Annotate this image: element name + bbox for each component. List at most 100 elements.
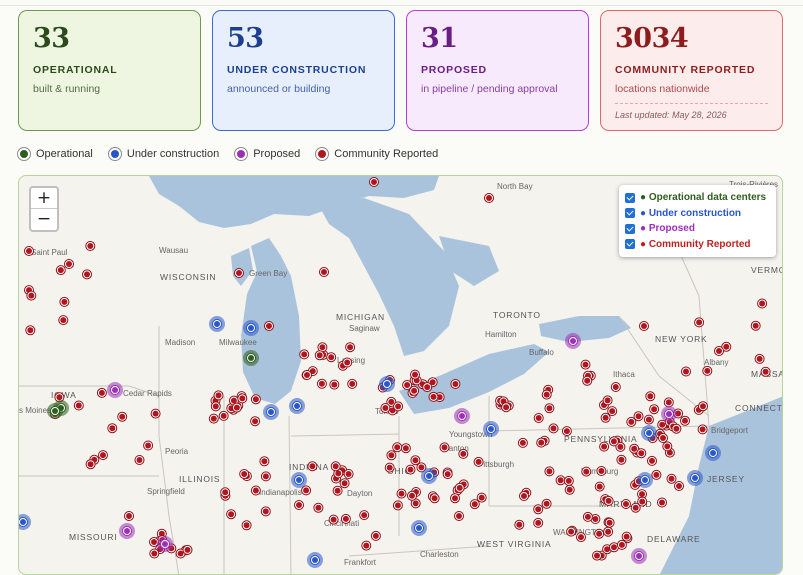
community-marker[interactable]: [64, 259, 74, 269]
community-marker[interactable]: [757, 298, 768, 309]
community-marker[interactable]: [260, 506, 271, 517]
community-marker[interactable]: [649, 404, 660, 415]
under_construction-marker[interactable]: [291, 472, 307, 488]
community-marker[interactable]: [345, 342, 356, 353]
community-marker[interactable]: [608, 436, 619, 447]
community-marker[interactable]: [302, 370, 312, 380]
community-marker[interactable]: [633, 411, 644, 422]
community-marker[interactable]: [603, 526, 614, 537]
under_construction-marker[interactable]: [307, 552, 323, 568]
community-marker[interactable]: [599, 441, 610, 452]
community-marker[interactable]: [314, 350, 325, 361]
layer-toggle-proposed[interactable]: ● Proposed: [625, 221, 770, 237]
proposed-marker[interactable]: [631, 548, 647, 564]
community-marker[interactable]: [396, 488, 407, 499]
community-marker[interactable]: [615, 441, 626, 452]
community-marker[interactable]: [563, 475, 574, 486]
community-marker[interactable]: [607, 406, 618, 417]
community-marker[interactable]: [647, 455, 657, 466]
community-marker[interactable]: [73, 400, 84, 411]
community-marker[interactable]: [604, 517, 615, 528]
community-marker[interactable]: [149, 548, 160, 559]
community-marker[interactable]: [392, 500, 403, 511]
community-marker[interactable]: [301, 485, 312, 496]
community-marker[interactable]: [698, 401, 708, 412]
community-marker[interactable]: [384, 462, 395, 473]
community-marker[interactable]: [637, 496, 648, 507]
community-marker[interactable]: [218, 410, 229, 421]
community-marker[interactable]: [517, 437, 528, 448]
community-marker[interactable]: [428, 391, 439, 402]
community-marker[interactable]: [329, 379, 340, 390]
checkbox-icon[interactable]: [625, 192, 635, 203]
under_construction-marker[interactable]: [379, 376, 395, 392]
community-marker[interactable]: [681, 366, 691, 377]
community-marker[interactable]: [442, 469, 453, 480]
community-marker[interactable]: [476, 492, 487, 503]
community-marker[interactable]: [422, 382, 433, 393]
community-marker[interactable]: [58, 315, 69, 326]
community-marker[interactable]: [473, 456, 484, 467]
community-marker[interactable]: [609, 542, 619, 553]
community-marker[interactable]: [231, 402, 242, 413]
community-marker[interactable]: [750, 320, 761, 331]
checkbox-icon[interactable]: [625, 239, 635, 250]
community-marker[interactable]: [260, 471, 271, 482]
under_construction-marker[interactable]: [209, 316, 225, 332]
community-marker[interactable]: [143, 440, 154, 451]
community-marker[interactable]: [340, 513, 351, 524]
community-marker[interactable]: [519, 491, 529, 501]
community-marker[interactable]: [454, 482, 465, 493]
community-marker[interactable]: [450, 379, 461, 389]
under_construction-marker[interactable]: [705, 445, 721, 461]
community-marker[interactable]: [643, 414, 654, 425]
community-marker[interactable]: [117, 411, 128, 422]
community-marker[interactable]: [250, 485, 261, 496]
community-marker[interactable]: [416, 462, 427, 473]
community-marker[interactable]: [386, 396, 397, 407]
community-marker[interactable]: [400, 443, 411, 454]
community-marker[interactable]: [666, 473, 677, 484]
operational-marker[interactable]: [47, 403, 63, 419]
under_construction-marker[interactable]: [483, 421, 499, 437]
community-marker[interactable]: [651, 469, 662, 480]
community-marker[interactable]: [342, 357, 353, 368]
community-marker[interactable]: [330, 461, 341, 472]
community-marker[interactable]: [402, 380, 413, 390]
community-marker[interactable]: [264, 321, 274, 331]
community-marker[interactable]: [439, 442, 450, 453]
community-marker[interactable]: [220, 487, 231, 498]
community-marker[interactable]: [124, 511, 134, 521]
community-marker[interactable]: [386, 450, 397, 461]
community-marker[interactable]: [533, 517, 544, 528]
community-marker[interactable]: [347, 378, 358, 389]
under_construction-marker[interactable]: [243, 320, 259, 336]
community-marker[interactable]: [714, 346, 724, 356]
community-marker[interactable]: [332, 485, 343, 496]
community-marker[interactable]: [407, 490, 417, 501]
community-marker[interactable]: [657, 419, 668, 430]
community-marker[interactable]: [316, 378, 327, 389]
community-marker[interactable]: [370, 530, 381, 541]
community-marker[interactable]: [26, 290, 37, 301]
community-marker[interactable]: [25, 325, 36, 336]
community-marker[interactable]: [596, 466, 607, 476]
community-marker[interactable]: [361, 540, 372, 551]
under_construction-marker[interactable]: [19, 514, 31, 530]
community-marker[interactable]: [602, 395, 613, 406]
community-marker[interactable]: [96, 387, 107, 398]
checkbox-icon[interactable]: [625, 223, 635, 234]
community-marker[interactable]: [544, 403, 555, 414]
community-marker[interactable]: [326, 352, 337, 363]
community-marker[interactable]: [234, 268, 244, 278]
community-marker[interactable]: [450, 493, 460, 504]
community-marker[interactable]: [533, 413, 544, 423]
community-marker[interactable]: [514, 519, 525, 530]
community-marker[interactable]: [603, 495, 614, 506]
community-marker[interactable]: [616, 539, 627, 550]
community-marker[interactable]: [226, 509, 237, 520]
community-marker[interactable]: [590, 514, 601, 524]
proposed-marker[interactable]: [157, 536, 173, 552]
community-marker[interactable]: [645, 391, 656, 402]
community-marker[interactable]: [501, 402, 512, 413]
